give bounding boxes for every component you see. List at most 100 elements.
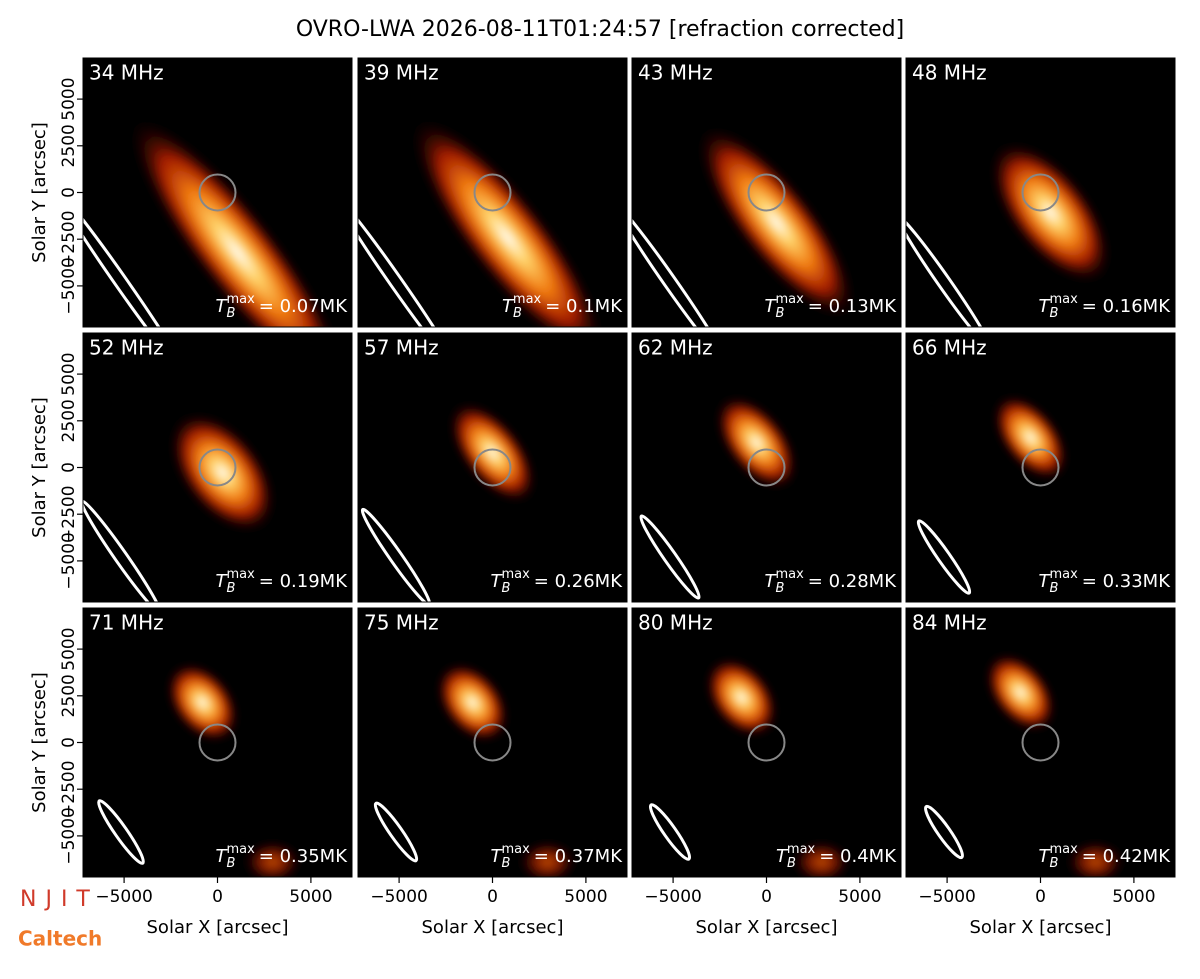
tb-max-label: TBmax = 0.28MK (765, 567, 898, 596)
tb-part: B (787, 856, 796, 871)
tb-part: T (1039, 571, 1052, 592)
tb-part: = 0.35MK (259, 846, 348, 867)
solar-disk (473, 723, 512, 762)
y-tick-label: −2500 (59, 485, 79, 543)
tb-part: T (491, 571, 504, 592)
solar-disk (1021, 173, 1060, 212)
emission (409, 116, 606, 327)
beam (83, 190, 186, 327)
beam (916, 519, 972, 595)
beam (648, 803, 692, 861)
emission (166, 662, 239, 743)
panel-frame (631, 57, 902, 328)
x-tick-label: −5000 (644, 887, 702, 907)
panel-frame (905, 332, 1176, 603)
tb-part: = 0.16MK (1082, 296, 1171, 317)
y-tick-label: 0 (59, 187, 79, 198)
y-axis-label: Solar Y [arcsec] (29, 122, 50, 263)
tb-part: T (776, 846, 789, 867)
frequency-label: 34 MHz (89, 61, 164, 85)
y-tick-label: 2500 (59, 124, 79, 167)
emission (696, 125, 857, 320)
solar-disk (1021, 448, 1060, 487)
y-tick-label: 0 (59, 462, 79, 473)
beam (632, 202, 727, 327)
emission (169, 412, 276, 533)
x-tick-label: 0 (761, 887, 772, 907)
tb-part: B (513, 306, 522, 321)
y-tick-label: −5000 (59, 532, 79, 590)
tb-part: B (502, 581, 511, 596)
x-tick-label: 5000 (564, 887, 607, 907)
emission-faint (1065, 840, 1126, 877)
solar-disk (198, 448, 237, 487)
panel: 62 MHz TBmax = 0.28MK (632, 333, 901, 602)
tb-part: max (787, 842, 816, 857)
y-tick-label: −2500 (59, 760, 79, 818)
frequency-label: 52 MHz (89, 336, 164, 360)
emission (436, 662, 509, 743)
tb-part: = 0.1MK (545, 296, 623, 317)
tb-part: max (226, 292, 255, 307)
solar-disk (1021, 723, 1060, 762)
y-axis-label: Solar Y [arcsec] (29, 672, 50, 813)
frequency-label: 80 MHz (638, 611, 713, 635)
panel: 39 MHz TBmax = 0.1MK (358, 58, 627, 327)
y-tick-label: 5000 (59, 627, 79, 670)
tb-part: = 0.13MK (808, 296, 897, 317)
solar-disk (473, 173, 512, 212)
panel-frame (357, 332, 628, 603)
tb-max-label: TBmax = 0.42MK (1039, 842, 1172, 871)
tb-part: max (226, 842, 255, 857)
beam (83, 499, 162, 602)
tb-part: B (1050, 581, 1059, 596)
frequency-label: 75 MHz (364, 611, 439, 635)
tb-part: max (775, 567, 804, 582)
emission (448, 401, 537, 504)
tb-part: max (775, 292, 804, 307)
solar-disk (747, 173, 786, 212)
panel: 66 MHz TBmax = 0.33MK (906, 333, 1175, 602)
panel: 48 MHz TBmax = 0.16MK (906, 58, 1175, 327)
panel: 75 MHz TBmax = 0.37MK (358, 608, 627, 877)
frequency-label: 57 MHz (364, 336, 439, 360)
panel: 34 MHz TBmax = 0.07MK (83, 58, 352, 327)
x-axis-label: Solar X [arcsec] (970, 917, 1112, 938)
tb-part: = 0.4MK (819, 846, 897, 867)
solar-disk (747, 723, 786, 762)
tb-part: = 0.33MK (1082, 571, 1171, 592)
y-tick-label: −5000 (59, 257, 79, 315)
tb-part: B (227, 306, 236, 321)
tb-part: T (216, 846, 229, 867)
tb-part: B (776, 581, 785, 596)
panel-background (358, 608, 627, 877)
panel: 43 MHz TBmax = 0.13MK (632, 58, 901, 327)
tb-max-label: TBmax = 0.1MK (502, 292, 623, 321)
emission (989, 141, 1112, 284)
tb-part: B (502, 856, 511, 871)
tb-part: max (1049, 292, 1078, 307)
emission (705, 657, 778, 738)
x-tick-label: 0 (487, 887, 498, 907)
emission (128, 116, 347, 327)
frequency-label: 39 MHz (364, 61, 439, 85)
frequency-label: 48 MHz (912, 61, 987, 85)
panel-frame (905, 57, 1176, 328)
njit-logo: NJIT (20, 887, 99, 912)
tb-part: = 0.28MK (808, 571, 897, 592)
solar-disk (198, 723, 237, 762)
tb-part: max (1049, 567, 1078, 582)
tb-part: T (1039, 846, 1052, 867)
beam (924, 804, 964, 860)
tb-part: max (226, 567, 255, 582)
tb-part: T (765, 296, 778, 317)
emission (715, 395, 798, 490)
tb-part: = 0.37MK (534, 846, 623, 867)
emission-faint (517, 840, 578, 877)
panel-background (632, 608, 901, 877)
tb-part: = 0.19MK (259, 571, 348, 592)
x-tick-label: 0 (212, 887, 223, 907)
x-tick-label: 5000 (1112, 887, 1155, 907)
panel-background (906, 608, 1175, 877)
